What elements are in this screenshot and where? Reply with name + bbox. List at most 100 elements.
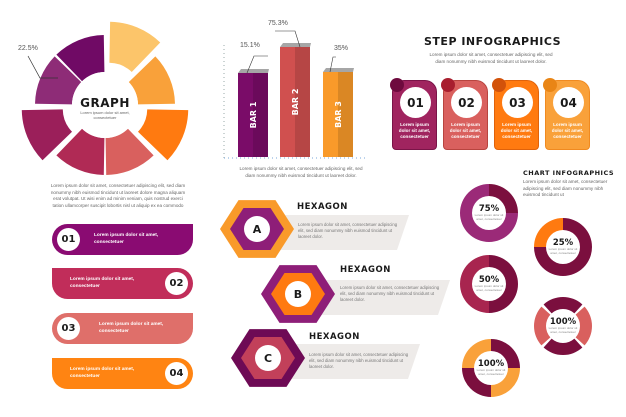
charts-title: CHART INFOGRAPHICS [523,169,615,177]
bar2-callout-line [275,30,301,48]
step-number: 04 [553,87,584,118]
step-card-01[interactable]: 01 Lorem ipsum dolor sit amet, consectet… [390,78,437,150]
graph-segment [128,56,175,105]
hexagon-b-title: HEXAGON [340,265,391,275]
bar [238,73,268,157]
list-number: 02 [165,272,188,295]
hexagon-letter: C [264,352,272,365]
donut-label: 50% Lorem ipsum dolor sit amet, consectet… [474,275,504,292]
hexagon-banner [257,215,409,250]
graph-title: GRAPH [80,96,130,110]
list-number: 03 [57,317,80,340]
step-dot [543,78,557,92]
steps-title: STEP INFOGRAPHICS [424,35,562,48]
bar1-value: 15.1% [240,42,260,49]
bar2-value: 75.3% [268,20,288,27]
list-text: Lorem ipsum dolor sit amet, consectetuer [70,277,135,289]
donut-segment [575,306,593,346]
step-dot [390,78,404,92]
step-number: 01 [400,87,431,118]
step-number: 02 [451,87,482,118]
donut-percent: 100% [549,317,577,327]
bar-top [280,43,311,47]
donut-percent: 25% [552,238,574,248]
donut-segment [491,368,520,397]
step-card-02[interactable]: 02 Lorem ipsum dolor sit amet, consectet… [441,78,488,150]
donut-percent: 50% [478,275,500,285]
list-item-03[interactable]: 03 Lorem ipsum dolor sit amet, consectet… [52,313,193,344]
donut-segment [460,184,518,242]
list-text: Lorem ipsum dolor sit amet, consectetuer [94,233,159,245]
donut-text: Lorem ipsum dolor sit amet, consectetuer [474,284,504,292]
hexagon-badge [244,216,270,242]
graph-segment [21,109,73,161]
step-dot [492,78,506,92]
bar-top [323,68,354,72]
hexagon-list: A B C [220,200,450,387]
graph-callout-line [27,55,58,79]
list-number: 01 [57,228,80,251]
bar-shade [295,47,310,157]
bar-shade [253,73,268,157]
graph-segment [105,128,154,175]
list-text: Lorem ipsum dolor sit amet, consectetuer [99,322,164,334]
graph-segment [137,109,189,161]
graph-description: Lorem ipsum dolor sit amet, consectetuer… [50,183,186,208]
bar [280,47,310,157]
hexagon-banner [298,280,450,315]
donut-label: 100% Lorem ipsum dolor sit amet, consecte… [548,317,578,334]
bar-label: BAR 2 [291,89,300,116]
hexagon-badge [285,281,311,307]
list-item-04[interactable]: Lorem ipsum dolor sit amet, consectetuer… [52,358,193,389]
donut-text: Lorem ipsum dolor sit amet, consectetuer [548,247,578,255]
donut-segment [534,218,563,247]
donut-segment [543,338,583,355]
chart-donuts [460,184,593,397]
graph-segment [35,56,82,105]
list-text: Lorem ipsum dolor sit amet, consectetuer [70,367,135,379]
donut-segment [462,368,491,397]
step-number: 03 [502,87,533,118]
list-number: 04 [165,362,188,385]
bar [323,72,353,157]
donut-text: Lorem ipsum dolor sit amet, consectetuer [548,326,578,334]
donut-text: Lorem ipsum dolor sit amet, consectetuer [474,213,504,221]
bar-chart: BAR 1 BAR 2 BAR 3 [223,30,365,159]
step-dot [441,78,455,92]
graph-callout-value: 22.5% [18,45,38,52]
bar-label: BAR 3 [334,101,343,128]
donut-label: 25% Lorem ipsum dolor sit amet, consectet… [548,238,578,255]
donut-segment [489,255,518,313]
hexagon-a-title: HEXAGON [297,202,348,212]
step-card-03[interactable]: 03 Lorem ipsum dolor sit amet, consectet… [492,78,539,150]
donut-segment [460,255,489,313]
steps-subtitle: Lorem ipsum dolor sit amet, consectetuer… [429,52,553,64]
bar-label: BAR 1 [249,101,258,128]
bar-shade [338,72,353,157]
donut-percent: 100% [477,359,505,369]
hexagon-letter: B [294,288,302,301]
graph-segment [56,35,105,82]
donut-label: 100% Lorem ipsum dolor sit amet, consecte… [476,359,506,376]
bar-top [238,69,269,73]
step-text: Lorem ipsum dolor sit amet, consectetuer [449,122,482,139]
step-text: Lorem ipsum dolor sit amet, consectetuer [398,122,431,139]
step-card-04[interactable]: 04 Lorem ipsum dolor sit amet, consectet… [543,78,590,150]
donut-segment [543,297,583,314]
step-text: Lorem ipsum dolor sit amet, consectetuer [551,122,584,139]
list-item-02[interactable]: Lorem ipsum dolor sit amet, consectetuer… [52,268,193,299]
graph-donut [21,21,189,175]
bar1-callout-line [246,55,268,74]
donut-segment [462,339,491,368]
bar3-value: 35% [334,45,349,52]
hexagon-b-text: Lorem ipsum dolor sit amet, consectetuer… [340,285,440,302]
hexagon-c-text: Lorem ipsum dolor sit amet, consectetuer… [309,352,409,369]
list-item-01[interactable]: 01 Lorem ipsum dolor sit amet, consectet… [52,224,193,255]
graph-segment [56,128,105,175]
donut-text: Lorem ipsum dolor sit amet, consectetuer [476,368,506,376]
bar-caption: Lorem ipsum dolor sit amet, consectetuer… [239,166,363,178]
hexagon-a-text: Lorem ipsum dolor sit amet, consectetuer… [298,222,398,239]
bars: BAR 1 BAR 2 BAR 3 [238,43,354,157]
